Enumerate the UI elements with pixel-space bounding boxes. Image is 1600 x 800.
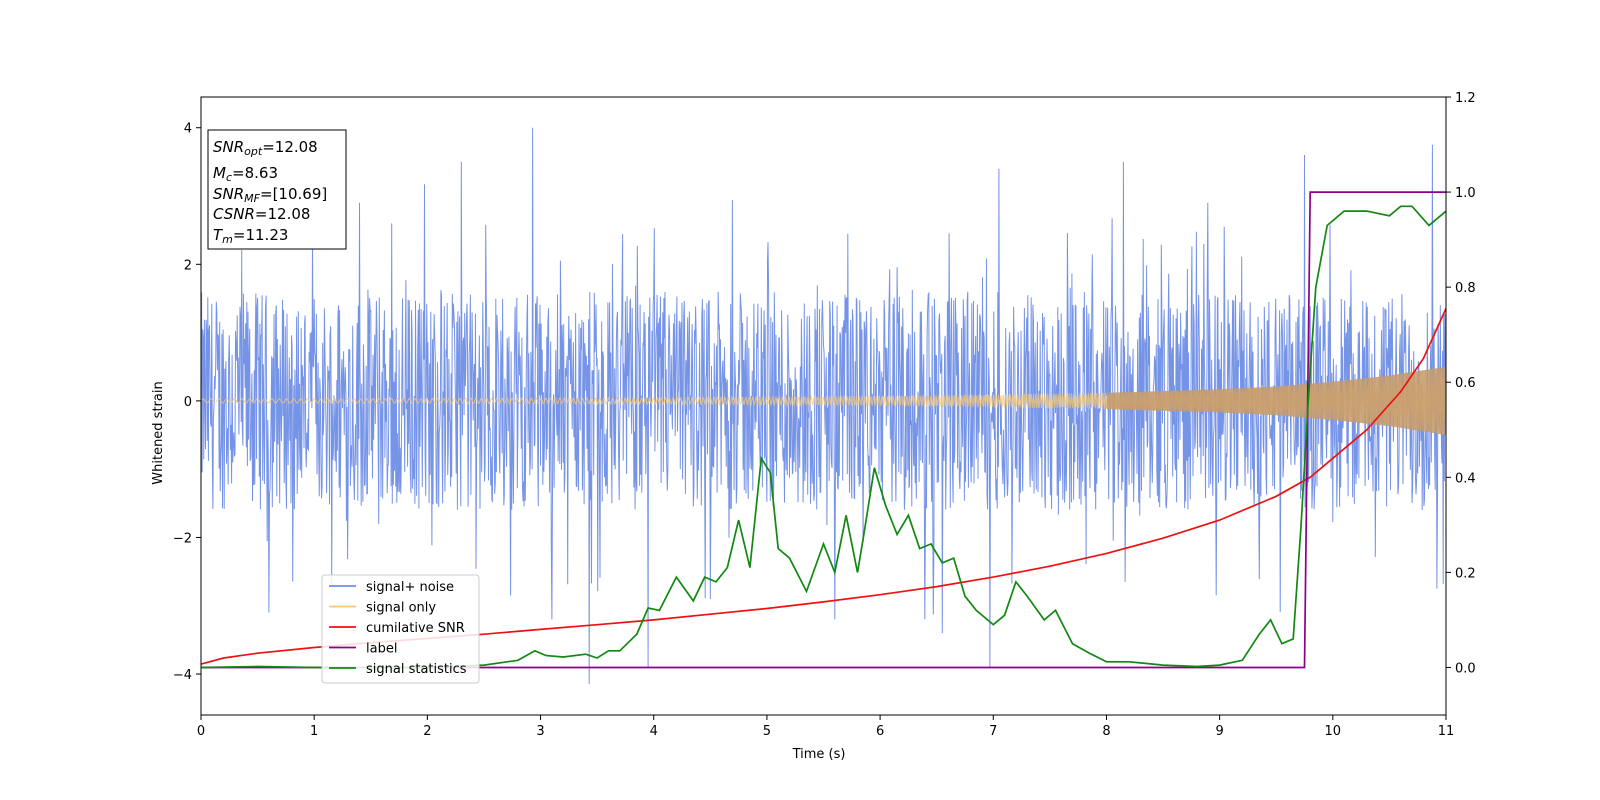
x-tick-label: 0: [197, 724, 205, 739]
info-name: M: [213, 164, 226, 182]
info-subscript: m: [222, 233, 233, 246]
info-subscript: opt: [244, 145, 263, 158]
x-tick-label: 6: [876, 724, 884, 739]
x-tick-label: 9: [1215, 724, 1223, 739]
legend-label: signal statistics: [366, 662, 467, 677]
info-box: SNRopt=12.08Mc=8.63SNRMF=[10.69]CSNR=12.…: [207, 129, 347, 250]
info-value: =12.08: [255, 205, 311, 223]
series-signal-noise: [201, 127, 1446, 685]
y-tick-label: −4: [173, 668, 192, 683]
y-tick-label: 2: [184, 258, 192, 273]
x-axis-label: Time (s): [792, 747, 846, 762]
legend-frame: [321, 574, 480, 684]
y2-tick-label: 0.2: [1455, 566, 1476, 581]
legend: signal+ noise signal only cumilative SNR la…: [321, 574, 480, 684]
legend-label: label: [366, 642, 397, 657]
y2-tick-label: 0.8: [1455, 281, 1476, 296]
legend-label: signal only: [366, 601, 436, 616]
info-line: SNRMF=[10.69]: [213, 185, 327, 205]
info-line: Tm=11.23: [213, 226, 288, 246]
info-line: SNRopt=12.08: [213, 138, 318, 158]
legend-label: cumilative SNR: [366, 621, 465, 636]
info-subscript: MF: [244, 192, 260, 205]
info-name: SNR: [213, 185, 244, 203]
x-tick-label: 4: [650, 724, 658, 739]
y2-tick-label: 1.2: [1455, 91, 1476, 106]
x-tick-label: 2: [423, 724, 431, 739]
y-tick-label: 4: [184, 122, 192, 137]
y2-tick-label: 1.0: [1455, 186, 1476, 201]
y-axis-label: Whitened strain: [151, 381, 166, 484]
legend-label: signal+ noise: [366, 580, 454, 595]
info-subscript: c: [226, 171, 232, 184]
x-tick-label: 8: [1102, 724, 1110, 739]
axes: 0 1 2 3 4 5 6 7 8 9 10 11 −4 −2 0 2 4 0.0 0.2 0.4 0.6 0.8 1.0 1…: [173, 91, 1476, 739]
y-tick-label: 0: [184, 395, 192, 410]
info-name: CSNR: [213, 205, 255, 223]
info-box-frame: [207, 129, 347, 250]
info-line: Mc=8.63: [213, 164, 278, 184]
signal-only-envelope: [1106, 366, 1446, 435]
y-tick-label: −2: [173, 531, 192, 546]
y2-tick-label: 0.6: [1455, 376, 1476, 391]
info-value: =12.08: [262, 138, 318, 156]
x-tick-label: 10: [1325, 724, 1342, 739]
x-tick-label: 5: [763, 724, 771, 739]
y2-tick-label: 0.4: [1455, 471, 1476, 486]
x-tick-label: 3: [536, 724, 544, 739]
info-name: SNR: [213, 138, 244, 156]
info-value: =11.23: [233, 226, 289, 244]
y2-tick-label: 0.0: [1455, 661, 1476, 676]
info-value: =8.63: [232, 164, 278, 182]
axes-frame: [200, 96, 1447, 716]
x-tick-label: 7: [989, 724, 997, 739]
info-value: =[10.69]: [260, 185, 327, 203]
info-name: T: [213, 226, 224, 244]
x-tick-label: 11: [1438, 724, 1455, 739]
info-line: CSNR=12.08: [213, 205, 310, 223]
x-tick-label: 1: [310, 724, 318, 739]
series-signal-statistics: [201, 205, 1446, 669]
